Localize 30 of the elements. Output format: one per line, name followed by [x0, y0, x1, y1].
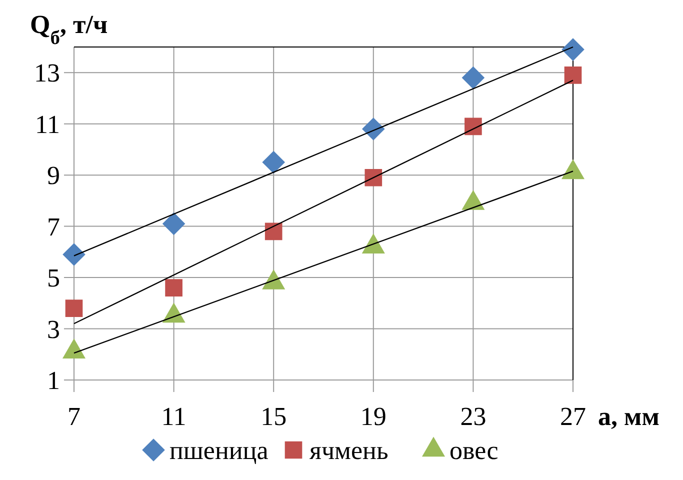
- y-tick-label: 9: [47, 161, 60, 190]
- x-tick-label: 15: [260, 402, 287, 431]
- y-tick-label: 1: [47, 366, 60, 396]
- point: [162, 212, 186, 236]
- y-tick-label: 3: [47, 314, 60, 344]
- legend-label: пшеница: [170, 436, 269, 466]
- x-tick-label: 23: [460, 402, 486, 431]
- point: [65, 300, 83, 317]
- x-tick-label: 19: [360, 402, 386, 431]
- point: [262, 150, 285, 174]
- y-tick-label: 7: [47, 212, 60, 242]
- y-tick-label: 5: [47, 264, 60, 293]
- point: [362, 118, 385, 140]
- point: [364, 168, 382, 186]
- point: [165, 279, 182, 296]
- y-tick-label: 13: [34, 58, 60, 88]
- point: [462, 66, 485, 90]
- x-tick-label: 7: [68, 402, 80, 431]
- x-axis-title: a, мм: [598, 402, 660, 431]
- y-axis-title: Q$_{б}$, т/ч: [30, 10, 108, 48]
- x-tick-label: 27: [560, 402, 586, 431]
- point: [264, 222, 282, 240]
- x-tick-label: 11: [161, 402, 186, 431]
- legend-label: ячмень: [310, 436, 388, 466]
- point: [62, 243, 86, 266]
- point: [464, 118, 482, 136]
- y-tick-label: 11: [34, 110, 60, 139]
- legend-label: овес: [450, 436, 498, 466]
- point: [562, 38, 584, 61]
- point: [564, 66, 582, 84]
